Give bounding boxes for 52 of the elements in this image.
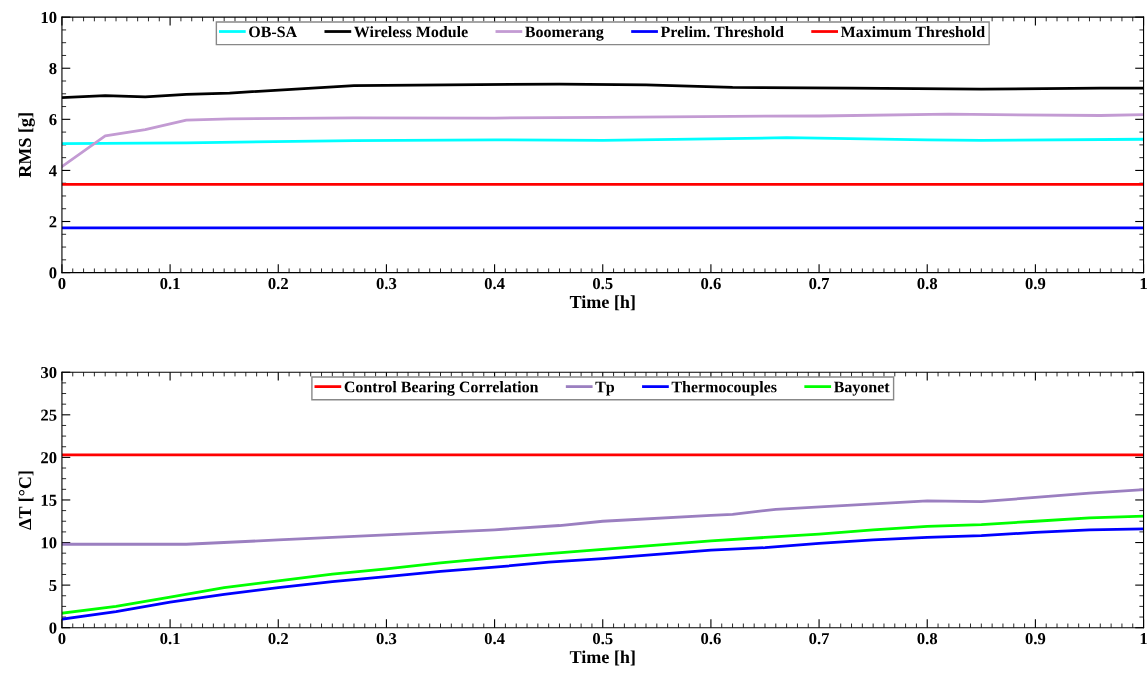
x-tick-label: 0.7 [809, 633, 830, 645]
y-tick-label: 8 [49, 62, 57, 75]
x-tick-label: 0.4 [484, 633, 505, 645]
y-tick-label: 5 [49, 579, 57, 592]
x-tick-label: 0 [58, 633, 66, 645]
x-tick-label: 0 [58, 277, 66, 290]
x-tick-label: 0.2 [268, 633, 288, 645]
y-tick-label: 4 [48, 165, 57, 177]
y-tick-label: 25 [41, 409, 57, 421]
y-tick-label: 30 [41, 366, 57, 379]
legend-label: Prelim. Threshold [660, 26, 784, 38]
x-tick-label: 0.8 [917, 277, 938, 290]
line-series [61, 527, 1144, 621]
y-axis-title: ΔT [°C] [18, 471, 34, 530]
y-tick-label: 10 [41, 11, 57, 24]
legend-label: Boomerang [525, 26, 604, 41]
legend-label: Thermocouples [671, 381, 777, 396]
legend-label: Bayonet [833, 381, 890, 396]
x-tick-label: 0.4 [484, 277, 505, 290]
legend-label: Tp [595, 381, 615, 396]
x-tick-label: 0.9 [1025, 633, 1046, 645]
legend-label: Wireless Module [354, 26, 468, 38]
line-series [61, 514, 1144, 615]
x-tick-label: 1 [1140, 278, 1147, 290]
y-tick-label: 10 [41, 537, 57, 549]
x-tick-label: 0.3 [376, 277, 397, 290]
x-tick-label: 0.1 [160, 633, 180, 645]
y-tick-label: 0 [49, 622, 57, 634]
x-tick-label: 0.6 [701, 277, 721, 290]
y-tick-label: 15 [41, 494, 57, 506]
legend-label: OB-SA [249, 26, 297, 38]
legend-label: Maximum Threshold [840, 26, 985, 38]
x-axis-title: Time [h] [569, 650, 635, 666]
x-tick-label: 0.7 [809, 277, 830, 290]
x-tick-label: 0.8 [917, 633, 938, 645]
x-tick-label: 1 [1140, 633, 1147, 645]
x-tick-label: 0.5 [592, 277, 613, 290]
legend-label: Control Bearing Correlation [344, 381, 539, 396]
y-tick-label: 0 [49, 267, 57, 279]
x-tick-label: 0.6 [701, 633, 721, 645]
y-tick-label: 2 [49, 216, 57, 228]
y-tick-label: 20 [41, 452, 57, 464]
line-series [61, 488, 1144, 546]
y-tick-label: 6 [49, 114, 57, 126]
x-tick-label: 0.5 [592, 633, 613, 645]
x-tick-label: 0.9 [1025, 277, 1046, 290]
line-series [61, 112, 1144, 168]
x-tick-label: 0.2 [268, 277, 288, 290]
x-tick-label: 0.3 [376, 633, 397, 645]
x-tick-label: 0.1 [160, 277, 180, 290]
x-axis-title: Time [h] [569, 295, 635, 311]
y-axis-title: RMS [g] [18, 113, 35, 178]
